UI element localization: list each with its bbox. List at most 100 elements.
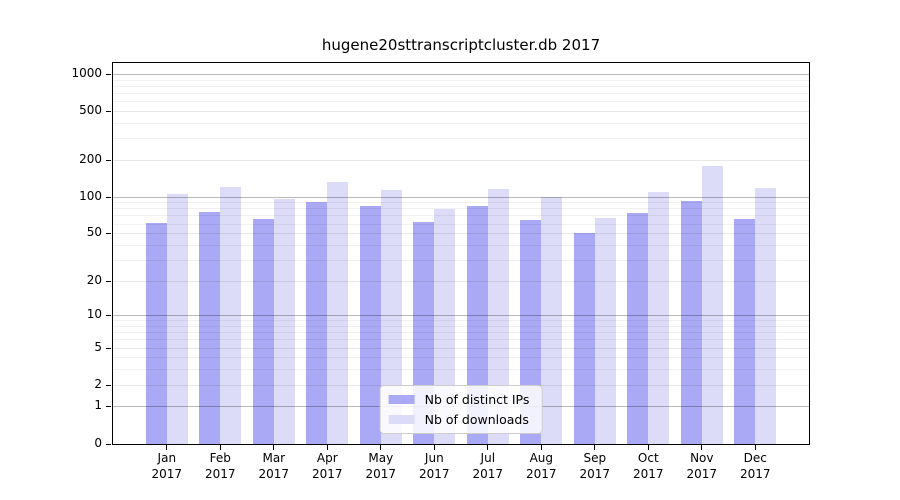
y-tick-label: 1000 [71, 65, 102, 80]
x-tick-mark [380, 445, 382, 450]
bar-distinct-ips-may [359, 206, 381, 445]
y-tick-mark [106, 443, 111, 445]
y-tick-label: 10 [86, 307, 102, 322]
x-tick-label-jun: Jun 2017 [419, 451, 450, 481]
x-tick-label-dec: Dec 2017 [740, 451, 771, 481]
legend: Nb of distinct IPs Nb of downloads [379, 385, 543, 434]
x-tick-label-jan: Jan 2017 [151, 451, 183, 481]
y-tick-label: 200 [79, 151, 102, 166]
bar-distinct-ips-mar [252, 219, 274, 445]
x-tick-label-oct: Oct 2017 [633, 451, 664, 481]
gridline [112, 122, 810, 124]
x-tick-mark [594, 445, 596, 450]
gridline [112, 202, 810, 204]
x-tick-label-jul: Jul 2017 [472, 451, 504, 481]
gridline [112, 244, 810, 246]
gridline [112, 138, 810, 140]
x-tick-label-sep: Sep 2017 [579, 451, 611, 481]
bar-distinct-ips-feb [199, 211, 221, 445]
x-tick-mark [540, 445, 542, 450]
x-tick-mark [433, 445, 435, 450]
gridline [112, 79, 810, 81]
gridline [112, 325, 810, 327]
bar-distinct-ips-sep [573, 233, 595, 445]
gridline [112, 332, 810, 334]
distinct-ips-swatch-icon [388, 395, 415, 404]
gridline [112, 110, 810, 112]
y-tick-label: 50 [86, 225, 102, 240]
bar-downloads-sep [594, 217, 616, 445]
gridline [112, 196, 810, 198]
y-tick-mark [106, 233, 111, 235]
x-tick-label-apr: Apr 2017 [312, 451, 343, 481]
gridline [112, 357, 810, 359]
x-tick-mark [647, 445, 649, 450]
legend-label-distinct-ips: Nb of distinct IPs [424, 392, 530, 407]
gridline [112, 159, 810, 161]
downloads-swatch-icon [388, 415, 415, 424]
bar-downloads-dec [755, 187, 777, 445]
x-tick-label-nov: Nov 2017 [686, 451, 718, 481]
x-tick-mark [219, 445, 221, 450]
gridline [112, 320, 810, 322]
legend-label-downloads: Nb of downloads [424, 412, 529, 427]
bar-downloads-jul [487, 188, 509, 445]
bar-downloads-apr [327, 182, 349, 445]
gridline [112, 208, 810, 210]
y-tick-label: 1 [94, 398, 102, 413]
bar-downloads-aug [541, 196, 563, 445]
y-tick-mark [106, 315, 111, 317]
x-tick-mark [754, 445, 756, 450]
gridline [112, 280, 810, 282]
y-tick-label: 0 [94, 435, 102, 450]
x-tick-mark [166, 445, 168, 450]
plot-area: Nb of distinct IPs Nb of downloads [112, 62, 810, 445]
gridline [112, 259, 810, 261]
bar-distinct-ips-jan [145, 222, 167, 445]
bar-downloads-oct [648, 191, 670, 445]
bar-downloads-nov [701, 165, 723, 445]
y-tick-label: 5 [94, 339, 102, 354]
gridline [112, 85, 810, 87]
legend-item-distinct-ips: Nb of distinct IPs [388, 392, 530, 407]
x-tick-mark [326, 445, 328, 450]
y-tick-mark [106, 110, 111, 112]
x-tick-label-feb: Feb 2017 [205, 451, 236, 481]
y-tick-label: 2 [94, 376, 102, 391]
y-tick-label: 500 [79, 102, 102, 117]
x-tick-label-mar: Mar 2017 [258, 451, 290, 481]
bar-distinct-ips-apr [306, 202, 328, 445]
bar-downloads-may [380, 189, 402, 445]
bar-downloads-jan [166, 194, 188, 445]
gridline [112, 369, 810, 371]
legend-item-downloads: Nb of downloads [388, 412, 530, 427]
y-tick-mark [106, 406, 111, 408]
bar-distinct-ips-oct [627, 212, 649, 445]
gridline [112, 223, 810, 225]
gridline [112, 315, 810, 317]
y-tick-mark [106, 73, 111, 75]
gridline [112, 101, 810, 103]
gridline [112, 92, 810, 94]
x-tick-label-aug: Aug 2017 [526, 451, 557, 481]
bar-downloads-feb [220, 186, 242, 445]
bar-distinct-ips-dec [734, 218, 756, 445]
y-tick-mark [106, 159, 111, 161]
y-tick-mark [106, 280, 111, 282]
x-tick-mark [273, 445, 275, 450]
x-tick-mark [701, 445, 703, 450]
y-tick-mark [106, 196, 111, 198]
gridline [112, 215, 810, 217]
y-tick-label: 20 [86, 272, 102, 287]
bar-downloads-mar [273, 199, 295, 445]
chart-title: hugene20sttranscriptcluster.db 2017 [321, 36, 601, 54]
gridline [112, 233, 810, 235]
gridline [112, 339, 810, 341]
gridline [112, 73, 810, 75]
y-tick-mark [106, 347, 111, 349]
x-tick-mark [487, 445, 489, 450]
gridline [112, 347, 810, 349]
x-tick-label-may: May 2017 [365, 451, 397, 481]
bar-distinct-ips-nov [680, 201, 702, 445]
